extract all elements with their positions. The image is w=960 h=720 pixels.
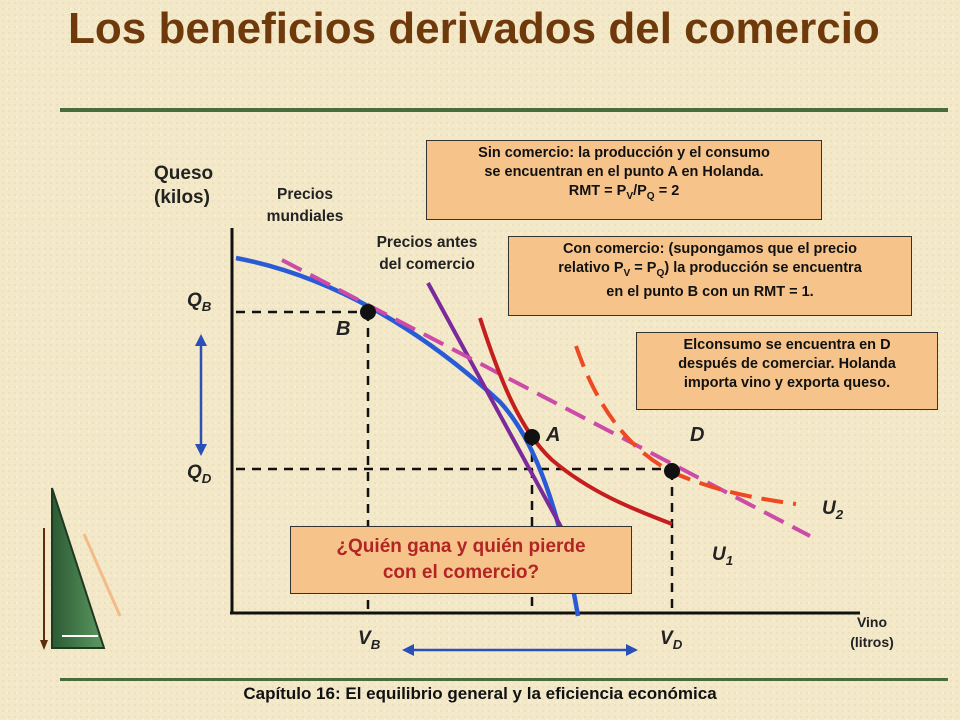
qb-letter: Q [187,290,202,311]
u1-letter: U [712,544,726,565]
consumption-line3: importa vino y exporta queso. [683,375,891,391]
chapter-footer: Capítulo 16: El equilibrio general y la … [243,684,717,703]
vd-letter: V [660,628,673,649]
no-trade-rmt-prefix: RMT = P [568,183,627,199]
vb-letter: V [358,628,371,649]
u2-label: U2 [822,498,843,522]
no-trade-box: Sin comercio: la producción y el consumo… [426,140,822,220]
x-axis-label: Vino (litros) [832,612,912,652]
x-axis-label-line1: Vino [856,614,888,630]
qb-subscript: B [201,298,212,314]
with-trade-line2: relativo PV = PQ) la producción se encue… [513,259,907,283]
y-axis-label-line2: (kilos) [154,187,210,208]
y-axis-label-line1: Queso [154,163,214,184]
with-trade-box: Con comercio: (supongamos que el precio … [508,236,912,316]
point-a-dot [524,429,540,445]
world-prices-line2: mundiales [266,208,344,225]
u1-subscript: 1 [725,552,734,568]
x-axis-label-line2: (litros) [850,634,894,650]
no-trade-line2: se encuentran en el punto A en Holanda. [484,164,764,180]
title-divider [60,108,948,112]
world-prices-line1: Precios [276,186,333,203]
point-b-label: B [336,318,351,340]
cheese-export-arrow [195,334,207,456]
question-line1: ¿Quién gana y quién pierde [336,536,586,557]
vb-subscript: B [370,636,381,652]
consumption-line2: después de comerciar. Holanda [678,356,896,372]
pretrade-prices-label: Precios antes del comercio [352,232,502,276]
with-trade-sub2: Q [656,267,665,279]
vd-label: VD [660,628,682,652]
question-line2: con el comercio? [382,562,540,583]
qb-label: QB [187,290,211,314]
with-trade-suffix: ) la producción se encuentra [664,260,862,276]
y-axis-label: Queso (kilos) [154,162,213,210]
point-d-label: D [690,424,705,446]
qd-subscript: D [201,470,212,486]
pretrade-prices-line2: del comercio [379,256,475,273]
footer-divider [60,678,948,681]
with-trade-line1: Con comercio: (supongamos que el precio [562,241,858,257]
pretrade-prices-line1: Precios antes [376,234,478,251]
qd-letter: Q [187,462,202,483]
vb-label: VB [358,628,380,652]
point-b-dot [360,304,376,320]
vd-subscript: D [672,636,683,652]
world-prices-label: Precios mundiales [250,184,360,228]
slide-title: Los beneficios derivados del comercio [68,4,880,53]
no-trade-line1: Sin comercio: la producción y el consumo [478,145,770,161]
consumption-line1: Elconsumo se encuentra en D [683,337,891,353]
qd-label: QD [187,462,211,486]
consumption-box: Elconsumo se encuentra en D después de c… [636,332,938,410]
no-trade-rmt-suffix: = 2 [654,183,680,199]
with-trade-prefix: relativo P [558,260,624,276]
u1-indifference-curve [478,317,673,526]
no-trade-rmt-sub1: V [626,190,634,202]
u2-subscript: 2 [835,506,844,522]
decorative-triangle [40,487,122,650]
point-d-dot [664,463,680,479]
point-a-label: A [546,424,561,446]
no-trade-line3: RMT = PV/PQ = 2 [431,182,817,206]
with-trade-sub1: V [623,267,631,279]
wine-import-arrow [402,644,638,656]
no-trade-rmt-sub2: Q [646,190,655,202]
with-trade-line3: en el punto B con un RMT = 1. [606,283,814,300]
u2-letter: U [822,498,836,519]
no-trade-rmt-slash: /P [633,183,647,199]
u1-label: U1 [712,544,733,568]
with-trade-mid: = P [630,260,657,276]
question-box: ¿Quién gana y quién pierde con el comerc… [290,526,632,594]
